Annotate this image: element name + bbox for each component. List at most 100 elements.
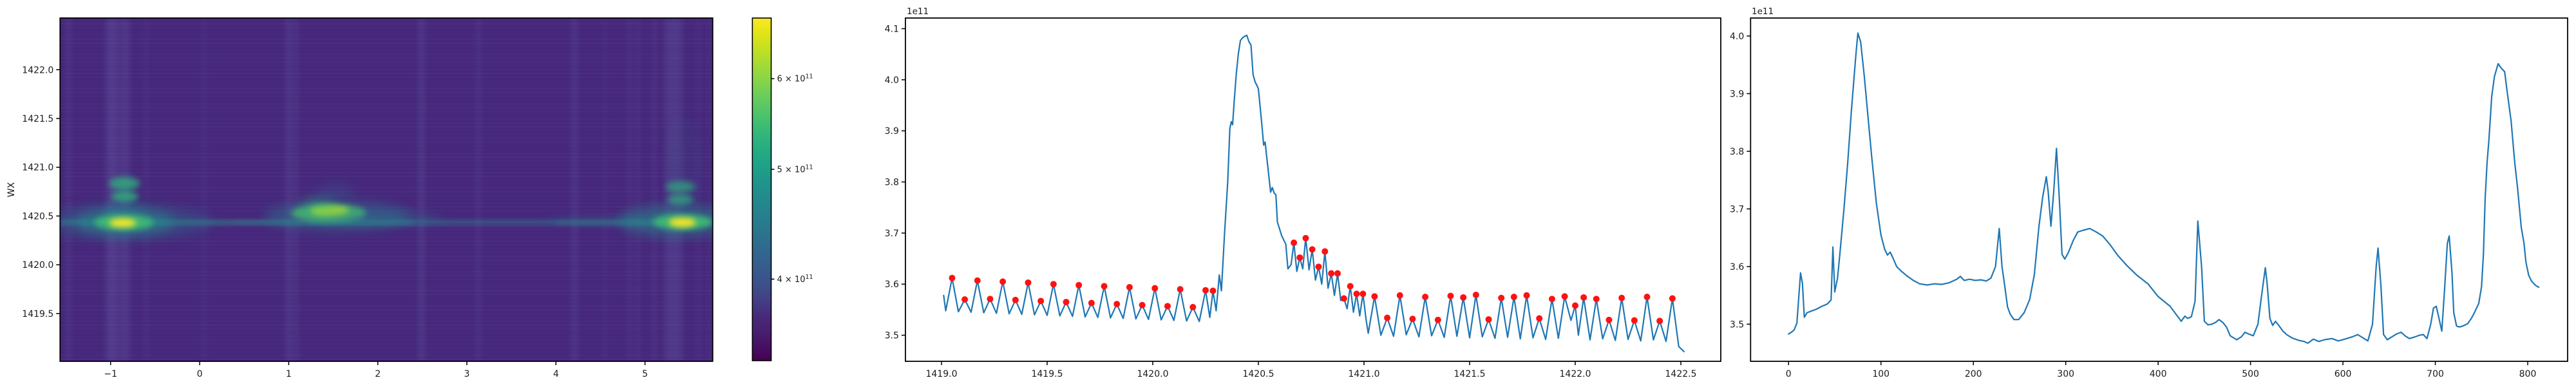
- noise-row: [60, 81, 712, 82]
- peak-marker: [1593, 296, 1600, 303]
- noise-row: [60, 267, 712, 269]
- peak-marker: [1447, 292, 1454, 299]
- noise-row: [60, 351, 712, 352]
- peak-marker: [1334, 270, 1341, 277]
- y-tick-label: 3.6: [1730, 262, 1744, 272]
- peak-marker: [949, 274, 956, 281]
- noise-row: [60, 260, 712, 261]
- x-tick-label: 1: [286, 369, 292, 379]
- noise-row: [60, 91, 712, 93]
- spectrum-offset-label: 1e11: [907, 6, 929, 17]
- noise-row: [60, 256, 713, 258]
- heatmap-ylabel: WX: [6, 182, 17, 197]
- noise-row: [60, 286, 712, 287]
- peak-marker: [1580, 294, 1587, 301]
- y-tick-label: 1419.5: [22, 309, 53, 319]
- x-tick-label: 2: [375, 369, 381, 379]
- peak-marker: [1340, 295, 1347, 302]
- noise-row: [60, 23, 713, 25]
- x-tick-label: 1421.0: [1348, 369, 1379, 379]
- x-tick-label: 800: [2519, 369, 2537, 379]
- noise-row: [60, 61, 712, 62]
- noise-row: [60, 282, 712, 283]
- y-tick-label: 3.8: [885, 178, 899, 188]
- y-tick-label: 1422.0: [22, 65, 53, 75]
- noise-row: [60, 271, 712, 272]
- peak-marker: [1561, 293, 1568, 300]
- noise-row: [60, 39, 712, 40]
- y-tick-label: 3.8: [1730, 147, 1744, 157]
- noise-row: [60, 95, 712, 97]
- peak-marker: [1669, 295, 1676, 302]
- noise-row: [60, 88, 712, 90]
- vertical-stripe: [202, 18, 207, 361]
- x-tick-label: 700: [2427, 369, 2444, 379]
- spectrum-axes-border: [905, 17, 1721, 362]
- colorbar-tick-label: 6 × 1011: [777, 73, 813, 84]
- noise-row: [60, 168, 712, 169]
- peak-marker: [1536, 315, 1543, 322]
- peak-marker: [1353, 290, 1360, 298]
- noise-row: [60, 160, 712, 162]
- noise-row: [60, 298, 712, 299]
- vertical-stripe: [652, 18, 658, 361]
- noise-row: [60, 180, 712, 181]
- noise-row: [60, 332, 712, 333]
- peak-marker: [1409, 316, 1416, 323]
- x-tick-label: 500: [2242, 369, 2259, 379]
- vertical-stripe: [106, 18, 119, 361]
- noise-row: [60, 46, 712, 47]
- peak-marker: [1472, 291, 1479, 298]
- noise-row: [60, 19, 712, 21]
- peak-marker: [1321, 248, 1329, 255]
- peak-marker: [974, 277, 981, 284]
- hotspot-blob: [111, 191, 138, 202]
- x-tick-label: −1: [104, 369, 117, 379]
- x-tick-label: 400: [2150, 369, 2167, 379]
- peak-marker: [1656, 318, 1663, 325]
- noise-row: [60, 103, 712, 104]
- vertical-stripe: [419, 18, 424, 361]
- hotspot-blob: [321, 213, 444, 224]
- peak-marker: [1643, 294, 1651, 301]
- peak-marker: [1050, 281, 1057, 288]
- peak-marker: [1101, 283, 1108, 290]
- noise-row: [60, 176, 712, 177]
- colorbar-gradient: [752, 17, 772, 361]
- colorbar-tick-label: 5 × 1011: [777, 164, 813, 175]
- lightcurve-offset-label: 1e11: [1752, 6, 1774, 17]
- peak-marker: [1618, 294, 1625, 301]
- x-tick-label: 300: [2057, 369, 2074, 379]
- noise-row: [60, 153, 712, 154]
- noise-row: [60, 43, 712, 44]
- peak-marker: [1291, 239, 1298, 246]
- peak-marker: [1422, 294, 1429, 301]
- peak-marker: [1434, 316, 1441, 323]
- noise-row: [60, 126, 712, 128]
- noise-row: [60, 27, 712, 28]
- peak-marker: [1347, 283, 1354, 290]
- noise-row: [60, 57, 713, 59]
- peak-marker: [1189, 303, 1197, 310]
- y-tick-label: 3.9: [885, 126, 899, 137]
- peak-marker: [1309, 246, 1316, 253]
- peak-marker: [1164, 303, 1171, 310]
- heatmap-axes-border: [59, 17, 714, 362]
- y-tick-label: 3.7: [1730, 204, 1744, 214]
- noise-row: [60, 187, 712, 188]
- noise-row: [60, 99, 712, 100]
- vertical-stripe: [707, 18, 711, 361]
- peak-marker: [1151, 285, 1159, 292]
- noise-row: [60, 72, 713, 75]
- y-tick-label: 1420.0: [22, 260, 53, 270]
- peak-marker: [987, 296, 994, 303]
- peak-marker: [1302, 234, 1309, 242]
- peak-marker: [1371, 293, 1378, 300]
- peak-marker: [1548, 296, 1555, 303]
- noise-row: [60, 138, 712, 139]
- heatmap-panel: WX −1 0 1 2 3 4 5 1422.0 1421.5 1421.0 1420.5 1420.…: [6, 17, 714, 379]
- noise-row: [60, 69, 712, 70]
- noise-row: [60, 294, 712, 295]
- noise-row: [60, 339, 713, 341]
